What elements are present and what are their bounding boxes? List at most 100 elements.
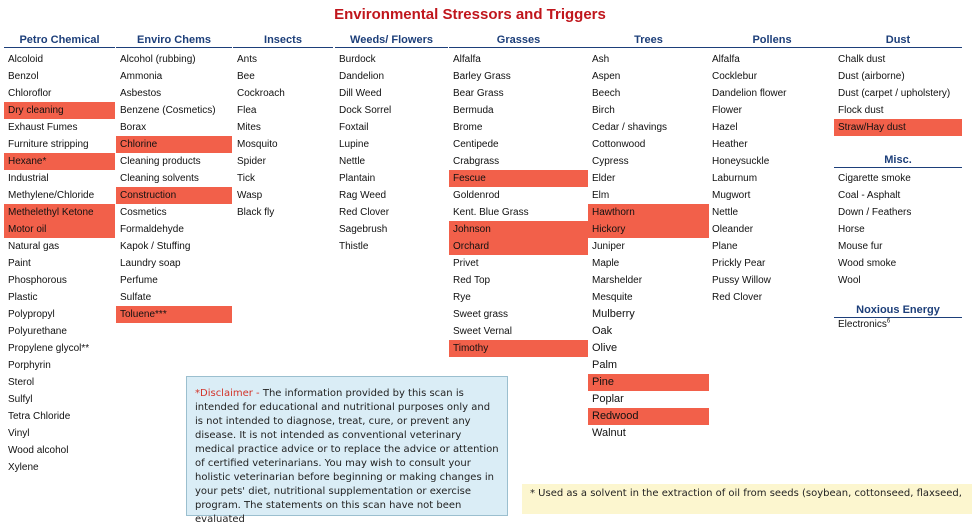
list-item-label: Electronics <box>838 319 887 330</box>
list-item: Wool <box>838 275 861 286</box>
list-item: Natural gas <box>8 241 60 252</box>
list-item: Plastic <box>8 292 38 303</box>
list-item: Mosquito <box>237 139 278 150</box>
list-item-highlighted: Hexane* <box>4 153 115 170</box>
list-item: Dust (airborne) <box>838 71 905 82</box>
list-item: Borax <box>120 122 147 133</box>
list-item: Palm <box>592 359 618 371</box>
list-item: Beech <box>592 88 621 99</box>
list-item: Lupine <box>339 139 370 150</box>
list-item-highlighted: Chlorine <box>116 136 232 153</box>
disclaimer-lead: *Disclaimer - <box>195 388 263 399</box>
list-item: Dandelion flower <box>712 88 787 99</box>
list-item: Cigarette smoke <box>838 173 911 184</box>
list-item: Walnut <box>592 427 626 439</box>
list-item: Industrial <box>8 173 49 184</box>
list-item: Sagebrush <box>339 224 388 235</box>
list-item-highlighted: Dry cleaning <box>4 102 115 119</box>
column-header: Weeds/ Flowers <box>335 34 448 48</box>
list-item: Black fly <box>237 207 275 218</box>
column-header: Insects <box>233 34 333 48</box>
list-item-highlighted: Hickory <box>588 221 709 238</box>
list-item-highlighted: Straw/Hay dust <box>834 119 962 136</box>
list-item: Cypress <box>592 156 629 167</box>
list-item-highlighted: Timothy <box>449 340 588 357</box>
list-item: Oak <box>592 325 613 337</box>
list-item-highlighted: Methelethyl Ketone <box>4 204 115 221</box>
column-header: Trees <box>588 34 709 48</box>
list-item: Paint <box>8 258 31 269</box>
list-item: Kent. Blue Grass <box>453 207 529 218</box>
list-item: Goldenrod <box>453 190 500 201</box>
list-item: Bear Grass <box>453 88 504 99</box>
disclaimer-box: *Disclaimer - The information provided b… <box>186 376 508 525</box>
list-item: Brome <box>453 122 483 133</box>
list-item: Alfalfa <box>453 54 481 65</box>
list-item: Plantain <box>339 173 376 184</box>
list-item: Dandelion <box>339 71 385 82</box>
list-item: Mites <box>237 122 261 133</box>
list-item: Wood alcohol <box>8 445 69 456</box>
column-header: Petro Chemical <box>4 34 115 48</box>
list-item: Dock Sorrel <box>339 105 392 116</box>
list-item: Phosphorous <box>8 275 67 286</box>
list-item: Benzene (Cosmetics) <box>120 105 216 116</box>
list-item: Methylene/Chloride <box>8 190 95 201</box>
list-item: Cosmetics <box>120 207 167 218</box>
list-item: Red Clover <box>712 292 763 303</box>
list-item: Flower <box>712 105 743 116</box>
column-enviro-chems: Enviro Chems Alcohol (rubbing) Ammonia A… <box>116 34 232 323</box>
list-item: Down / Feathers <box>838 207 912 218</box>
list-item: Olive <box>592 342 618 354</box>
noxious-energy-header: Noxious Energy <box>834 304 962 318</box>
list-item: Asbestos <box>120 88 162 99</box>
list-item: Exhaust Fumes <box>8 122 78 133</box>
list-item: Spider <box>237 156 266 167</box>
list-item: Tick <box>237 173 255 184</box>
list-item: Cleaning products <box>120 156 201 167</box>
list-item-highlighted: Pine <box>588 374 709 391</box>
list-item: Foxtail <box>339 122 369 133</box>
list-item: Flock dust <box>838 105 884 116</box>
list-item: Porphyrin <box>8 360 51 371</box>
list-item: Bermuda <box>453 105 494 116</box>
column-petro-chemical: Petro Chemical Alcoloid Benzol Chloroflo… <box>4 34 115 473</box>
page-title: Environmental Stressors and Triggers <box>334 6 606 23</box>
list-item: Prickly Pear <box>712 258 766 269</box>
list-item: Nettle <box>339 156 366 167</box>
list-item: Perfume <box>120 275 158 286</box>
list-item: Chloroflor <box>8 88 52 99</box>
list-item: Polypropyl <box>8 309 55 320</box>
list-item: Thistle <box>339 241 369 252</box>
list-item: Poplar <box>592 393 624 405</box>
list-item: Wasp <box>237 190 263 201</box>
list-item: Horse <box>838 224 865 235</box>
list-item: Marshelder <box>592 275 643 286</box>
list-item-highlighted: Redwood <box>588 408 709 425</box>
list-item: Rag Weed <box>339 190 387 201</box>
list-item-highlighted: Toluene*** <box>116 306 232 323</box>
list-item: Sulfyl <box>8 394 33 405</box>
list-item: Xylene <box>8 462 39 473</box>
list-item: Aspen <box>592 71 621 82</box>
list-item: Dill Weed <box>339 88 382 99</box>
list-item: Alcoloid <box>8 54 44 65</box>
list-item-highlighted: Johnson <box>449 221 588 238</box>
list-item: Dust (carpet / upholstery) <box>838 88 951 99</box>
list-item: Birch <box>592 105 615 116</box>
list-item: Ammonia <box>120 71 163 82</box>
list-item: Cottonwood <box>592 139 646 150</box>
list-item: Burdock <box>339 54 376 65</box>
list-item-highlighted: Fescue <box>449 170 588 187</box>
list-item: Wood smoke <box>838 258 897 269</box>
list-item: Benzol <box>8 71 39 82</box>
list-item: Flea <box>237 105 257 116</box>
list-item: Cleaning solvents <box>120 173 199 184</box>
list-item: Rye <box>453 292 471 303</box>
list-item: Furniture stripping <box>8 139 89 150</box>
list-item: Formaldehyde <box>120 224 184 235</box>
list-item: Privet <box>453 258 479 269</box>
footnote-marker: 6 <box>886 318 891 325</box>
list-item: Cockroach <box>237 88 285 99</box>
list-item: Centipede <box>453 139 499 150</box>
